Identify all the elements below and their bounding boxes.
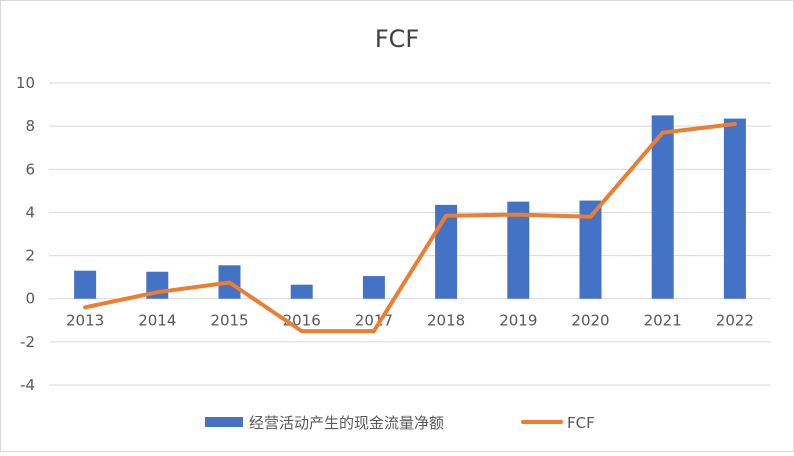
x-tick-label: 2018: [427, 312, 465, 330]
y-tick-label: 4: [25, 203, 35, 221]
y-tick-label: 10: [16, 74, 35, 92]
y-axis-ticks: -4 -2 0 2 4 6 8 10: [16, 74, 35, 394]
bar-2022: [723, 118, 746, 299]
x-tick-label: 2019: [499, 312, 537, 330]
bar-2021: [651, 115, 674, 299]
grid-lines: [49, 82, 771, 386]
legend-label-line: FCF: [567, 414, 595, 432]
bar-2018: [435, 204, 458, 299]
x-tick-label: 2015: [210, 312, 248, 330]
y-tick-label: 0: [25, 290, 35, 308]
bar-2013: [74, 270, 97, 299]
y-tick-label: -4: [20, 376, 35, 394]
legend-swatch-bar: [205, 417, 243, 427]
legend-label-bar: 经营活动产生的现金流量净额: [249, 414, 444, 432]
x-axis-ticks: 2013 2014 2015 2016 2017 2018 2019 2020 2021 2022: [66, 312, 754, 330]
y-tick-label: 2: [25, 247, 35, 265]
x-tick-label: 2021: [644, 312, 682, 330]
bar-2016: [290, 284, 313, 299]
legend: 经营活动产生的现金流量净额 FCF: [205, 414, 595, 432]
bar-2019: [507, 201, 530, 299]
line-series: [83, 122, 737, 334]
x-tick-label: 2017: [355, 312, 393, 330]
chart-title: FCF: [375, 25, 419, 53]
x-tick-label: 2013: [66, 312, 104, 330]
bar-2020: [579, 200, 602, 299]
y-tick-label: 8: [25, 117, 35, 135]
x-tick-label: 2022: [716, 312, 754, 330]
x-tick-label: 2014: [138, 312, 176, 330]
x-tick-label: 2020: [571, 312, 609, 330]
fcf-line: [83, 122, 737, 334]
y-tick-label: 6: [25, 160, 35, 178]
y-tick-label: -2: [20, 333, 35, 351]
bar-2017: [362, 276, 385, 299]
